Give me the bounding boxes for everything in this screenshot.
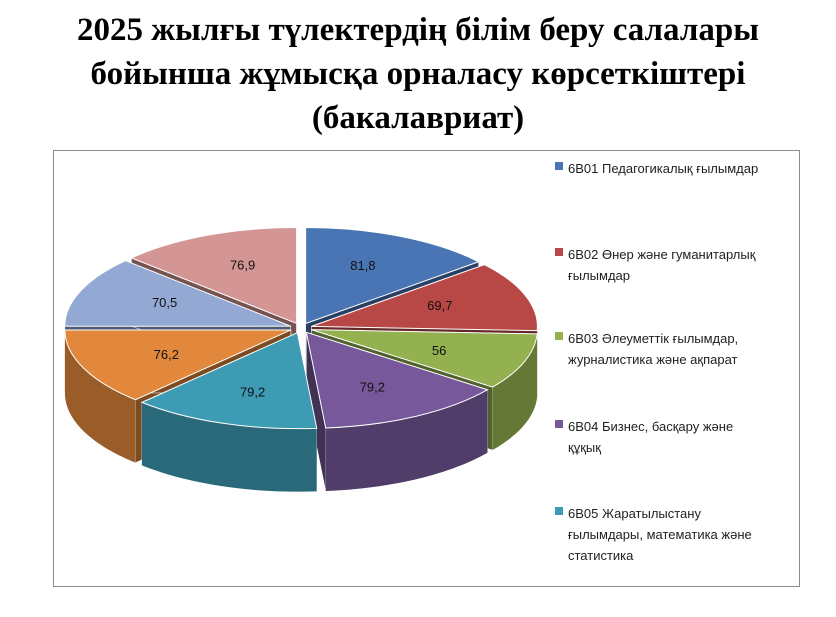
legend-label-3: 6В03 Әлеуметтік ғылымдар, журналистика жә… — [568, 328, 738, 370]
legend-label-4: 6В04 Бизнес, басқару және құқық — [568, 416, 733, 458]
legend-label-2-line-1: 6В02 Өнер және гуманитарлық — [568, 247, 756, 262]
data-label-3: 79,2 — [360, 380, 385, 395]
legend-label-4-line-2: құқық — [568, 440, 601, 455]
legend-label-1: 6В01 Педагогикалық ғылымдар — [568, 158, 758, 179]
pie-slice-0 — [305, 227, 480, 325]
chart-title-line-3: (бакалавриат) — [311, 100, 525, 136]
pie-slice-1 — [311, 264, 538, 332]
pie-slice-side-2-0 — [492, 333, 538, 451]
pie-slice-5 — [64, 329, 292, 401]
legend-swatch-2 — [555, 248, 563, 256]
legend-label-5-line-3: статистика — [568, 548, 634, 563]
legend-label-3-line-1: 6В03 Әлеуметтік ғылымдар, — [568, 331, 739, 346]
data-label-1: 69,7 — [427, 298, 452, 313]
legend-label-2: 6В02 Өнер және гуманитарлық ғылымдар — [568, 244, 755, 286]
legend-label-5-line-2: ғылымдары, математика және — [568, 527, 752, 542]
chart-title-line-1: 2025 жылғы түлектердің білім беру салала… — [77, 12, 759, 48]
chart-title-line-2: бойынша жұмысқа орналасу көрсеткіштері — [90, 56, 746, 92]
data-label-2: 56 — [432, 343, 446, 358]
pie-slice-side-5-0 — [64, 329, 136, 463]
legend-label-3-line-2: журналистика және ақпарат — [568, 352, 738, 367]
pie-slice-side-4-0 — [141, 402, 317, 492]
chart-title: 2025 жылғы түлектердің білім беру салала… — [0, 8, 836, 140]
data-label-6: 70,5 — [152, 295, 177, 310]
pie-slice-3 — [305, 331, 489, 429]
pie-slice-side-3-0 — [325, 389, 488, 491]
legend-swatch-5 — [555, 507, 563, 515]
legend-label-5: 6В05 Жаратылыстану ғылымдары, математика … — [568, 503, 752, 566]
pie-slice-2 — [311, 329, 538, 388]
legend-label-2-line-2: ғылымдар — [568, 268, 630, 283]
data-label-4: 79,2 — [240, 385, 265, 400]
data-label-7: 76,9 — [230, 257, 255, 272]
pie-slice-6 — [64, 260, 291, 327]
legend-swatch-4 — [555, 420, 563, 428]
legend-label-5-line-1: 6В05 Жаратылыстану — [568, 506, 701, 521]
data-label-5: 76,2 — [154, 347, 179, 362]
legend-swatch-3 — [555, 332, 563, 340]
pie-tops — [64, 226, 538, 430]
pie-slice-7 — [130, 226, 298, 325]
legend-label-4-line-1: 6В04 Бизнес, басқару және — [568, 419, 734, 434]
legend-label-1-line-1: 6В01 Педагогикалық ғылымдар — [568, 161, 759, 176]
pie-slice-4 — [140, 331, 318, 430]
data-label-0: 81,8 — [350, 258, 375, 273]
legend-swatch-1 — [555, 162, 563, 170]
